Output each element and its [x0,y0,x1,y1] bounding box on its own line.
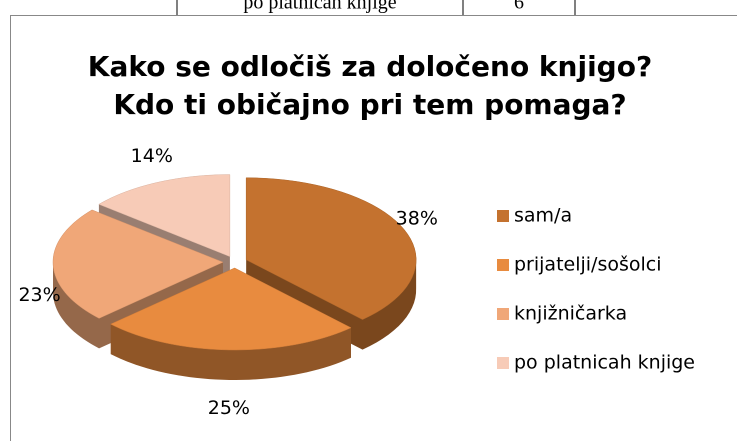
legend-swatch [497,308,509,320]
table-cell: po platnicah knjige [243,0,396,14]
legend-swatch [497,210,509,222]
pie-slice [245,177,417,320]
legend-label: sam/a [514,205,572,227]
data-label: 14% [131,145,173,167]
pie-slice [110,267,352,351]
data-label: 23% [18,284,60,306]
table-cell: 6 [514,0,524,14]
table-fragment: po platnicah knjige 6 [176,0,576,15]
legend-swatch [497,259,509,271]
chart-title: Kdo ti običajno pri tem pomaga? [113,88,626,121]
data-label: 25% [208,397,250,419]
pie-slice [98,174,231,257]
legend-swatch [497,357,509,369]
pie-slice [52,209,224,319]
chart-title: Kako se odločiš za določeno knjigo? [88,50,652,83]
legend-label: prijatelji/sošolci [514,254,662,276]
data-label: 38% [396,208,438,230]
legend-label: po platnicah knjige [514,352,695,374]
legend-label: knjižničarka [514,303,627,325]
